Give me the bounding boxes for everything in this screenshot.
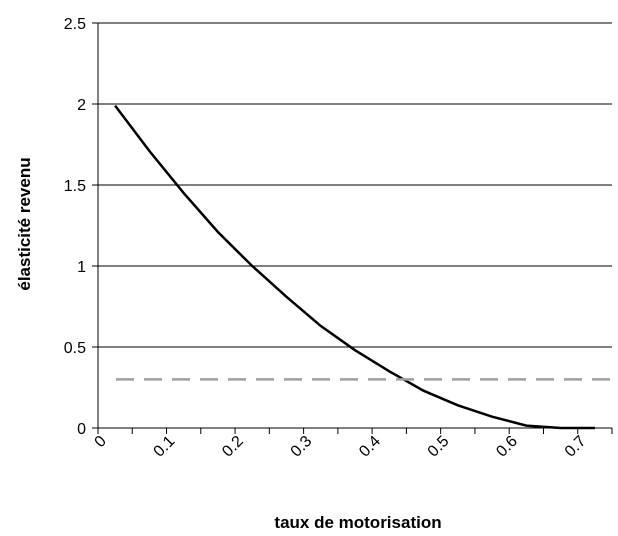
y-tick-label: 2 <box>77 97 86 114</box>
x-tick-label: 0 <box>92 433 110 451</box>
x-axis: 0 0.1 0.2 0.3 0.4 0.5 0.6 0.7 <box>92 427 613 461</box>
x-tick-label: 0.5 <box>425 433 453 461</box>
x-tick-label: 0.2 <box>219 433 247 461</box>
x-axis-title: taux de motorisation <box>274 513 441 532</box>
x-tick-label: 0.1 <box>151 433 179 461</box>
gridlines <box>98 22 612 348</box>
x-tick-label: 0.7 <box>562 433 590 461</box>
y-axis-title: élasticité revenu <box>15 157 34 290</box>
series-line-solid <box>114 104 595 430</box>
series-group <box>114 104 612 430</box>
x-tick-label: 0.3 <box>288 433 316 461</box>
y-tick-label: 2.5 <box>64 16 86 33</box>
y-tick-label: 0.5 <box>64 340 86 357</box>
y-axis: 0 0.5 1 1.5 2 2.5 <box>64 16 99 438</box>
y-tick-label: 1.5 <box>64 178 86 195</box>
y-tick-label: 0 <box>77 421 86 438</box>
y-tick-label: 1 <box>77 259 86 276</box>
x-tick-label: 0.4 <box>356 433 384 461</box>
x-tick-label: 0.6 <box>493 433 521 461</box>
